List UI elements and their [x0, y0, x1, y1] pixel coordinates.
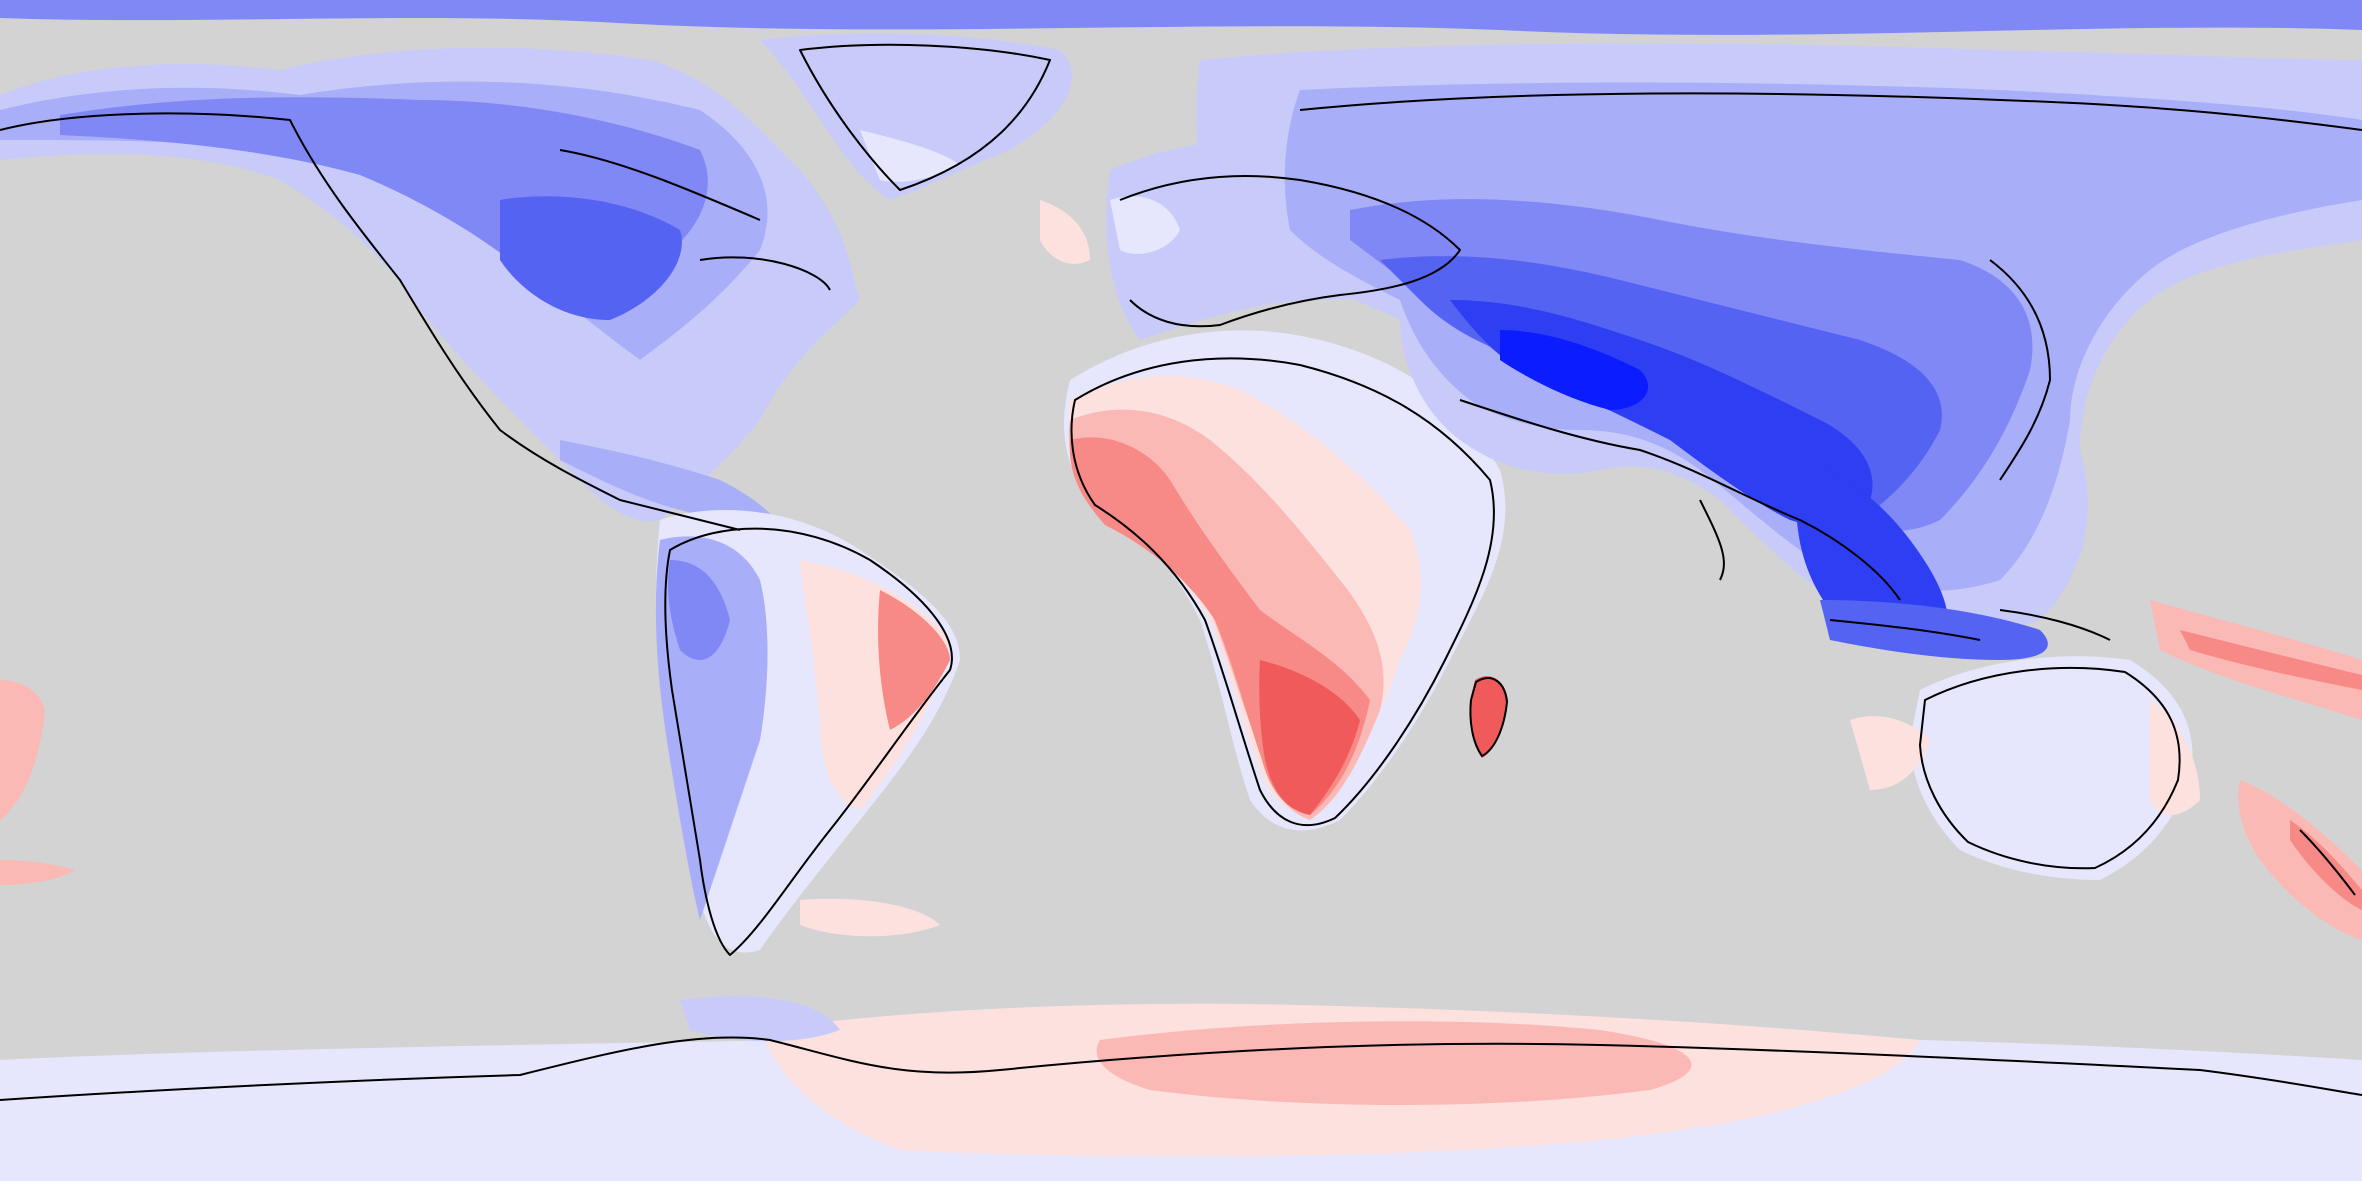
region-pacific-islands	[0, 600, 2362, 940]
nz-band	[2238, 780, 2362, 940]
left-edge-pink-2	[0, 860, 75, 885]
coast-europe	[1119, 175, 1461, 328]
indonesia	[1820, 600, 2048, 660]
region-north-america	[0, 33, 1072, 540]
south-atlantic-pink	[800, 898, 940, 937]
ant-rose	[1096, 1021, 1692, 1105]
coast-new-zealand	[2299, 829, 2356, 896]
au-east-pink	[2150, 700, 2200, 815]
af-deep-red	[1259, 660, 1360, 815]
coast-antarctica	[0, 1036, 2362, 1101]
coastlines	[0, 43, 2362, 1101]
region-antarctica	[0, 898, 2362, 1181]
coast-australia	[1919, 666, 2181, 870]
au-west-pink	[1850, 716, 1930, 790]
region-south-america	[655, 510, 960, 953]
sa-red	[878, 590, 950, 730]
coast-madagascar	[1469, 677, 1508, 757]
coast-asia	[1299, 92, 2362, 601]
ant-lavender-west	[680, 996, 840, 1042]
au-outer	[1910, 656, 2193, 880]
left-edge-pink	[0, 680, 45, 820]
as-deep-blue	[1500, 330, 1649, 410]
png-band-red	[2180, 630, 2362, 690]
arctic-band	[0, 0, 2362, 35]
eu-pink	[1040, 200, 1090, 264]
coast-south-america	[664, 527, 953, 956]
coast-greenland	[799, 43, 1051, 191]
uk-ireland	[1110, 196, 1180, 254]
region-africa	[1064, 330, 1508, 831]
greenland	[760, 33, 1072, 200]
coast-north-america	[0, 112, 831, 531]
coast-indonesia	[1829, 609, 2111, 641]
region-asia	[1196, 43, 2362, 660]
na-core	[500, 196, 682, 320]
nz-red	[2290, 820, 2362, 910]
coast-africa	[1070, 357, 1495, 827]
greenland-core	[860, 130, 960, 182]
sa-blue-core	[668, 560, 730, 660]
region-australia	[1850, 656, 2200, 880]
